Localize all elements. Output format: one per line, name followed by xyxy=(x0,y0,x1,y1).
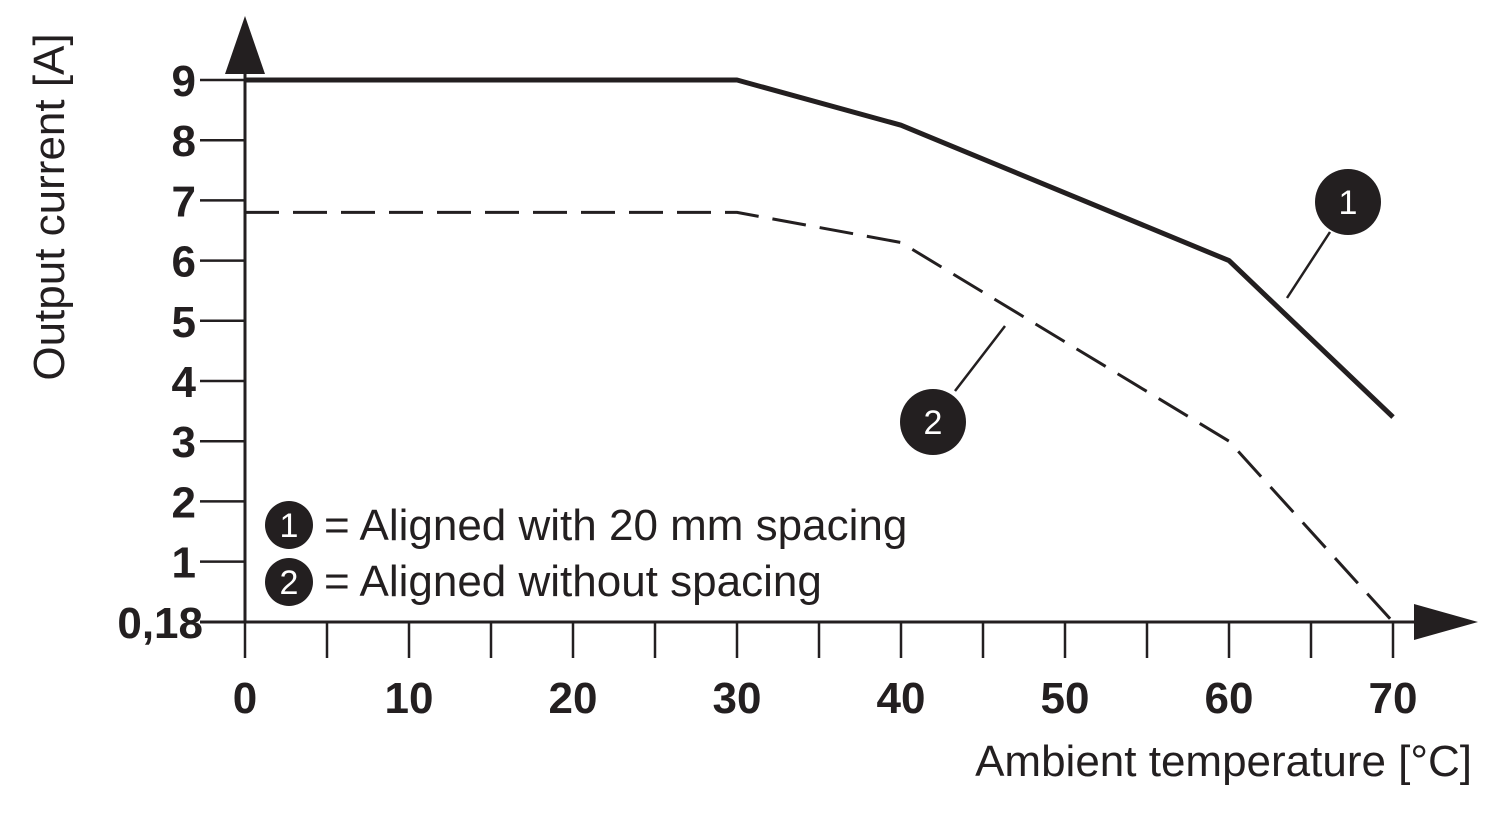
y-axis-arrow xyxy=(225,16,265,74)
series-1-marker: 1 xyxy=(1285,169,1381,299)
x-axis-arrow xyxy=(1414,604,1478,640)
x-tick-label: 20 xyxy=(549,674,598,723)
series-1-badge-label: 1 xyxy=(1339,184,1358,222)
y-tick-label: 2 xyxy=(172,478,196,527)
series-2-badge-label: 2 xyxy=(924,404,943,442)
ticks: 0 10 20 30 40 50 60 70 0,18 1 2 3 4 5 6 7 8 9 xyxy=(117,57,1417,723)
legend-badge-2 xyxy=(265,558,313,606)
x-tick-label: 70 xyxy=(1369,674,1418,723)
y-tick-label: 3 xyxy=(172,418,196,467)
legend-badge-1 xyxy=(265,501,313,549)
series-2-marker: 2 xyxy=(900,325,1006,455)
series-1-line xyxy=(245,77,1395,419)
series-2-leader-line xyxy=(954,325,1006,392)
legend-label-1: = Aligned with 20 mm spacing xyxy=(324,501,907,550)
axes xyxy=(200,16,1478,640)
y-tick-label: 5 xyxy=(172,298,196,347)
legend-item: 2 = Aligned without spacing xyxy=(265,557,822,606)
x-tick-label: 50 xyxy=(1041,674,1090,723)
legend-label-2: = Aligned without spacing xyxy=(324,557,822,606)
legend-item: 1 = Aligned with 20 mm spacing xyxy=(265,501,907,550)
y-axis-title: Output current [A] xyxy=(25,33,74,380)
legend: 1 = Aligned with 20 mm spacing 2 = Align… xyxy=(265,501,907,606)
x-tick-label: 40 xyxy=(877,674,926,723)
y-tick-label: 4 xyxy=(172,358,197,407)
series-2-line xyxy=(245,210,1395,624)
y-tick-label: 9 xyxy=(172,57,196,106)
x-axis-title: Ambient temperature [°C] xyxy=(975,737,1472,786)
y-tick-label: 1 xyxy=(172,539,196,588)
x-tick-label: 10 xyxy=(385,674,434,723)
legend-badge-1-label: 1 xyxy=(280,507,299,545)
x-tick-label: 60 xyxy=(1205,674,1254,723)
series-layer xyxy=(245,77,1395,624)
y-tick-label: 7 xyxy=(172,177,196,226)
legend-badge-2-label: 2 xyxy=(280,564,299,602)
series-1-leader-line xyxy=(1285,231,1332,299)
y-tick-label: 6 xyxy=(172,238,196,287)
series-2-badge xyxy=(900,389,966,455)
series-1-badge xyxy=(1315,169,1381,235)
x-tick-label: 0 xyxy=(233,674,257,723)
y-tick-label: 8 xyxy=(172,117,196,166)
y-tick-label: 0,18 xyxy=(117,599,203,648)
x-tick-label: 30 xyxy=(713,674,762,723)
